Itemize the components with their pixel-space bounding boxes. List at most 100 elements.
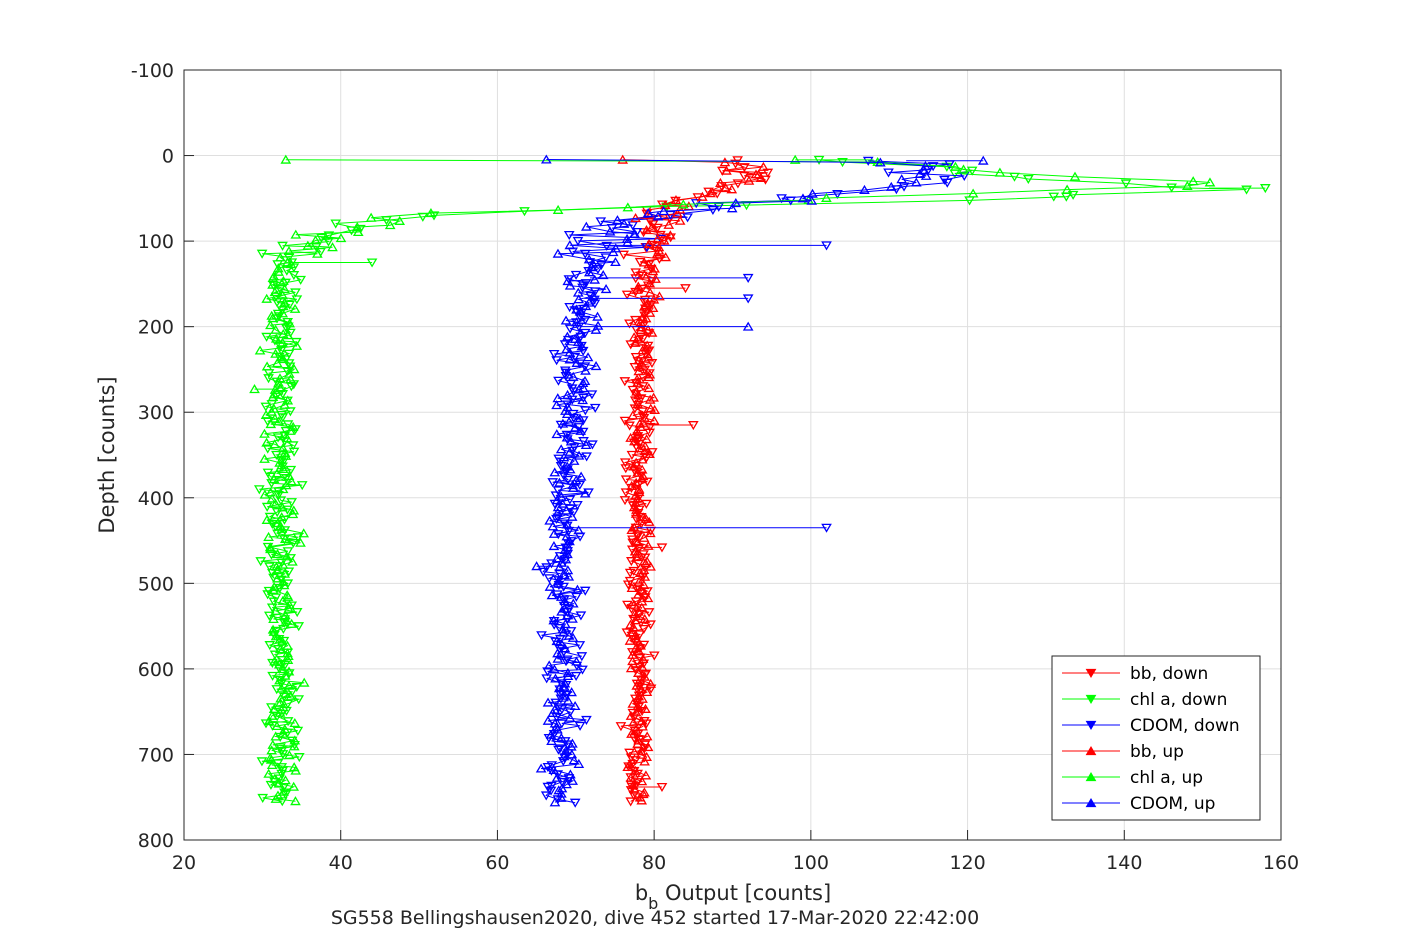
data-point: [1061, 184, 1073, 194]
data-point: [670, 195, 682, 205]
data-point: [672, 208, 683, 218]
data-point: [644, 394, 656, 404]
data-point: [562, 475, 574, 485]
data-point: [286, 498, 298, 508]
data-point: [632, 467, 643, 477]
data-point: [271, 468, 283, 478]
data-point: [589, 299, 601, 309]
data-point: [279, 399, 291, 409]
data-point: [641, 209, 653, 219]
data-point: [859, 184, 870, 194]
data-point: [628, 783, 640, 793]
data-point: [276, 512, 288, 522]
data-point: [579, 586, 591, 596]
data-point: [896, 174, 908, 184]
data-point: [274, 675, 285, 685]
data-point: [619, 496, 631, 506]
data-point: [555, 420, 567, 430]
data-point: [277, 290, 288, 300]
data-point: [642, 298, 654, 308]
data-point: [627, 656, 638, 666]
data-point: [267, 658, 278, 668]
data-point: [732, 179, 744, 189]
data-point: [283, 471, 295, 481]
data-point: [268, 703, 280, 713]
data-point: [265, 487, 276, 497]
data-point: [290, 765, 302, 775]
data-point: [270, 793, 282, 803]
data-point: [547, 521, 559, 531]
data-point: [267, 584, 279, 594]
data-point: [579, 362, 591, 372]
x-tick-label: 60: [485, 852, 509, 874]
data-point: [642, 593, 654, 603]
data-point: [271, 720, 283, 731]
data-point: [642, 742, 654, 752]
axes: 20 40 60 80 100 120 140 160 -100 0 100 200 300 400 500…: [131, 60, 1299, 874]
data-point: [642, 324, 654, 334]
x-tick-label: 20: [172, 852, 196, 874]
data-point: [758, 161, 769, 171]
data-point: [567, 775, 579, 785]
data-point: [276, 769, 287, 779]
data-point: [579, 315, 591, 325]
data-point: [552, 507, 563, 517]
data-point: [678, 199, 689, 209]
data-point: [561, 779, 572, 789]
data-point: [625, 663, 637, 673]
data-point: [273, 490, 284, 501]
data-point: [648, 651, 660, 661]
data-point: [541, 563, 552, 573]
data-point: [290, 796, 301, 806]
data-point: [554, 562, 565, 572]
data-point: [639, 571, 651, 581]
data-point: [567, 482, 579, 492]
data-point: [633, 683, 645, 693]
data-point: [572, 584, 583, 594]
data-point: [537, 567, 549, 577]
data-point: [279, 447, 291, 457]
data-point: [638, 257, 650, 267]
data-point: [580, 439, 592, 450]
data-point: [280, 278, 291, 288]
data-point: [555, 792, 567, 802]
data-point: [636, 585, 647, 595]
legend-marker: [1085, 745, 1097, 756]
data-point: [568, 508, 580, 518]
data-point: [631, 227, 643, 238]
data-point: [542, 697, 554, 707]
data-point: [281, 433, 293, 443]
data-point: [286, 476, 297, 486]
data-point: [565, 741, 577, 751]
data-point: [553, 745, 564, 755]
data-point: [254, 345, 266, 355]
data-point: [637, 345, 648, 355]
data-point: [560, 657, 572, 667]
data-point: [277, 636, 288, 646]
chart-caption: SG558 Bellingshausen2020, dive 452 start…: [331, 907, 979, 929]
data-point: [277, 702, 289, 712]
data-point: [286, 618, 297, 628]
data-point: [574, 721, 586, 731]
series-bb-up: [617, 154, 769, 805]
data-point: [1022, 174, 1034, 185]
data-point: [628, 717, 639, 727]
data-point: [255, 557, 267, 567]
data-point: [559, 340, 571, 350]
data-point: [632, 738, 643, 748]
data-point: [643, 383, 655, 393]
legend-marker: [1085, 771, 1097, 782]
data-point: [574, 328, 586, 338]
data-point: [553, 683, 565, 693]
data-point: [640, 703, 651, 713]
data-point: [626, 582, 638, 592]
data-point: [650, 273, 661, 283]
data-point: [546, 781, 557, 791]
data-point: [573, 525, 584, 535]
data-point: [260, 719, 272, 729]
data-point: [552, 393, 564, 403]
legend-label: chl a, up: [1130, 768, 1203, 788]
data-point: [627, 779, 639, 790]
data-point: [1204, 177, 1216, 187]
data-point: [632, 701, 644, 711]
